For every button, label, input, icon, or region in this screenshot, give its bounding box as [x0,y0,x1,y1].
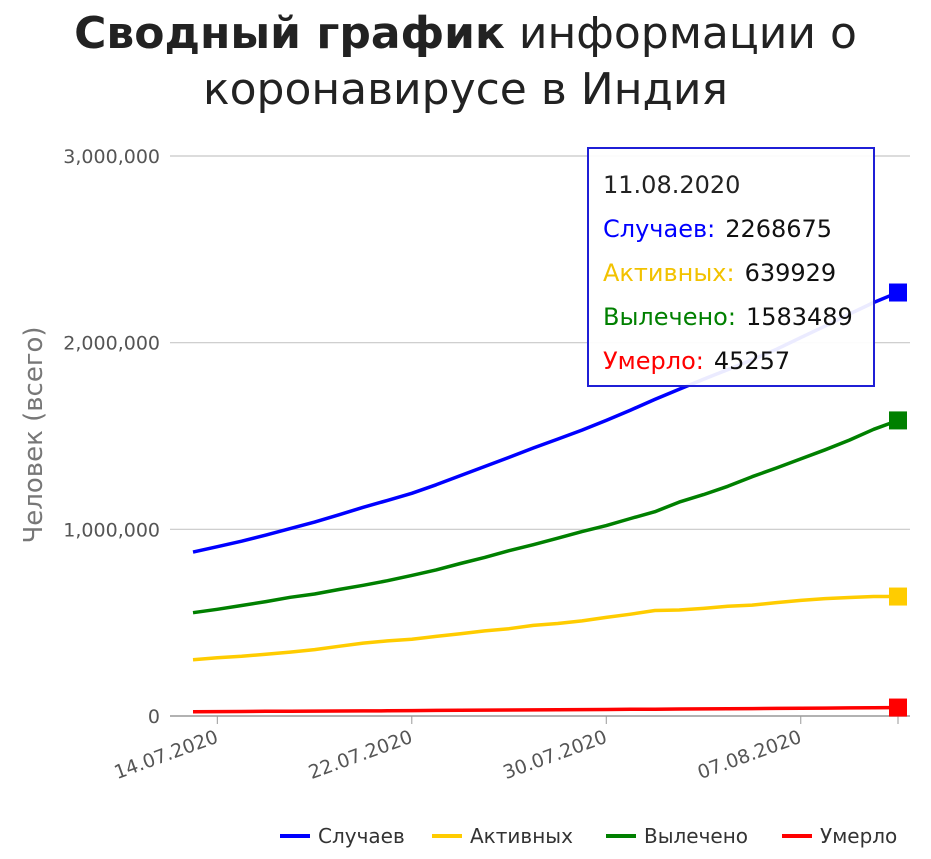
legend-label-recovered: Вылечено [644,824,749,848]
x-tick-label: 22.07.2020 [306,726,416,784]
x-axis-ticks: 14.07.2020 22.07.2020 30.07.2020 07.08.2020 [111,716,899,784]
y-tick-label: 0 [148,706,160,728]
tooltip-label-active: Активных: [603,259,735,287]
y-axis-ticks: 0 1,000,000 2,000,000 3,000,000 [63,146,160,728]
tooltip-row-deaths: Умерло: 45257 [603,339,873,383]
hover-tooltip: 11.08.2020 Случаев: 2268675 Активных: 6399… [587,147,875,387]
chart-title-line2: коронавирусе в Индия [203,64,728,115]
chart-title-rest: информации о [518,8,857,59]
series-end-markers [889,283,907,717]
series-line-deaths[interactable] [192,705,899,714]
y-tick-label: 2,000,000 [63,333,160,355]
legend-swatch-active [432,834,462,838]
end-marker-active[interactable] [889,587,907,606]
tooltip-row-recovered: Вылечено: 1583489 [603,295,873,339]
legend-swatch-cases [280,834,310,838]
x-tick-label: 07.08.2020 [695,726,805,784]
end-marker-deaths[interactable] [889,698,907,717]
legend-label-active: Активных [470,824,573,848]
legend-item-active[interactable]: Активных [432,824,573,848]
tooltip-date: 11.08.2020 [603,171,741,199]
tooltip-value-cases: 2268675 [725,215,833,243]
legend-swatch-recovered [606,834,636,838]
y-tick-label: 1,000,000 [63,519,160,541]
tooltip-value-active: 639929 [744,259,837,287]
series-line-active[interactable] [192,594,898,662]
tooltip-label-recovered: Вылечено: [603,303,736,331]
legend-item-cases[interactable]: Случаев [280,824,405,848]
legend-swatch-deaths [782,834,812,838]
chart-title: Сводный график информации о коронавирусе… [0,6,931,118]
legend-label-deaths: Умерло [820,824,898,848]
tooltip-label-cases: Случаев: [603,215,716,243]
legend-item-recovered[interactable]: Вылечено [606,824,748,848]
y-tick-label: 3,000,000 [63,146,160,168]
tooltip-value-recovered: 1583489 [745,303,853,331]
series-line-recovered[interactable] [192,418,899,615]
end-marker-recovered[interactable] [889,411,907,430]
y-axis-label: Человек (всего) [19,326,49,543]
tooltip-value-deaths: 45257 [713,347,791,375]
tooltip-row-active: Активных: 639929 [603,251,873,295]
tooltip-label-deaths: Умерло: [603,347,704,375]
legend-label-cases: Случаев [318,824,405,848]
legend-item-deaths[interactable]: Умерло [782,824,897,848]
chart-title-bold: Сводный график [74,8,505,59]
tooltip-row-cases: Случаев: 2268675 [603,207,873,251]
end-marker-cases[interactable] [889,283,907,302]
x-tick-label: 30.07.2020 [500,726,610,784]
legend: Случаев Активных Вылечено Умерло [0,824,931,854]
x-tick-label: 14.07.2020 [111,726,221,784]
